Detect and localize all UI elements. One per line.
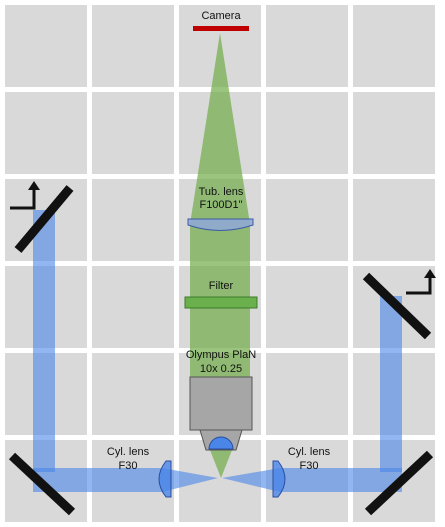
periscope-arrow-head-icon — [28, 181, 40, 190]
mirror-top-left — [14, 185, 74, 253]
tube-lens-label-line2: F100D1" — [199, 199, 242, 211]
excitation-beam-right-horizontal — [222, 468, 402, 492]
breadboard-tile — [92, 179, 174, 261]
breadboard-tile — [266, 266, 348, 348]
breadboard-tile — [266, 179, 348, 261]
excitation-beam-left-horizontal — [33, 468, 218, 492]
filter-label: Filter — [209, 280, 234, 292]
excitation-beam-left-vertical — [33, 210, 55, 472]
objective-label-line2: 10x 0.25 — [200, 363, 242, 375]
breadboard-tile — [266, 353, 348, 435]
tube-lens — [187, 218, 254, 231]
excitation-beam-right-vertical — [380, 296, 402, 472]
breadboard-tile — [266, 5, 348, 87]
cyl-lens-right-label-line1: Cyl. lens — [288, 446, 331, 458]
mirror-bottom-left — [8, 452, 76, 516]
emission-beam-upper-cone — [190, 33, 250, 224]
cyl-lens-right-label-line2: F30 — [300, 460, 319, 472]
excitation-beam — [33, 210, 402, 492]
breadboard-tile — [353, 92, 435, 174]
breadboard-tile — [266, 92, 348, 174]
objective: Olympus PlaN 10x 0.25 — [186, 349, 256, 451]
breadboard-tile — [5, 92, 87, 174]
cylindrical-lens-left — [158, 460, 172, 498]
breadboard-tile — [92, 92, 174, 174]
periscope-arrow-icon — [10, 188, 36, 210]
cylindrical-lens-right — [272, 460, 286, 498]
tube-lens-label-line1: Tub. lens — [199, 186, 244, 198]
breadboard-tile — [353, 5, 435, 87]
emission-beam-focus-cone — [208, 445, 234, 478]
camera-label: Camera — [201, 10, 241, 22]
mirror-top-right — [362, 272, 432, 340]
breadboard-tile — [353, 179, 435, 261]
objective-label-line1: Olympus PlaN — [186, 349, 256, 361]
breadboard-tile — [92, 353, 174, 435]
breadboard-tile — [5, 5, 87, 87]
camera-sensor — [193, 26, 249, 31]
cyl-lens-left-label-line1: Cyl. lens — [107, 446, 150, 458]
objective-front-lens — [208, 436, 234, 450]
periscope-arrow-icon — [406, 276, 432, 295]
breadboard-tile — [92, 266, 174, 348]
emission-filter — [184, 296, 258, 309]
breadboard-tile — [92, 5, 174, 87]
mirrors — [8, 185, 434, 516]
periscope-arrow-head-icon — [424, 269, 436, 278]
cyl-lens-left-label-line2: F30 — [119, 460, 138, 472]
mirror-bottom-right — [364, 450, 434, 516]
